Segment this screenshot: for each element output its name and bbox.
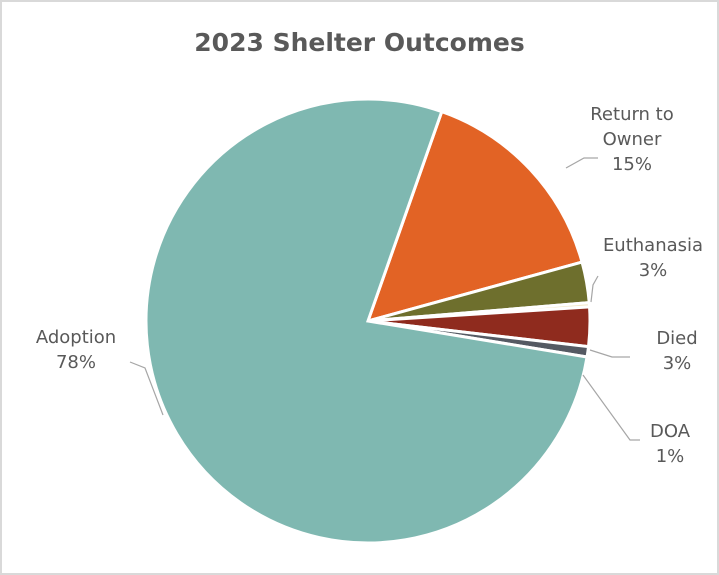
leader-line-died <box>589 349 630 358</box>
data-label-percent: 78% <box>56 352 96 373</box>
leader-line-adoption <box>129 361 164 416</box>
data-label-category: Owner <box>603 129 662 150</box>
data-label-category: DOA <box>650 421 691 442</box>
data-label-percent: 3% <box>663 353 692 374</box>
data-label-percent: 1% <box>656 446 685 467</box>
pie-slice-adoption <box>144 97 589 545</box>
data-label-category: Euthanasia <box>603 235 703 256</box>
data-label-percent: 3% <box>639 260 668 281</box>
data-label-category: Return to <box>590 104 674 125</box>
data-label-category: Adoption <box>36 327 116 348</box>
data-label-category: Died <box>656 328 697 349</box>
leader-line-doa <box>582 374 640 441</box>
pie-slice-return-to <box>365 109 584 324</box>
leader-line-euthanasia <box>590 275 599 303</box>
data-label-percent: 15% <box>612 154 652 175</box>
leader-line-return-to <box>565 157 598 169</box>
chart-title: 2023 Shelter Outcomes <box>194 28 525 57</box>
